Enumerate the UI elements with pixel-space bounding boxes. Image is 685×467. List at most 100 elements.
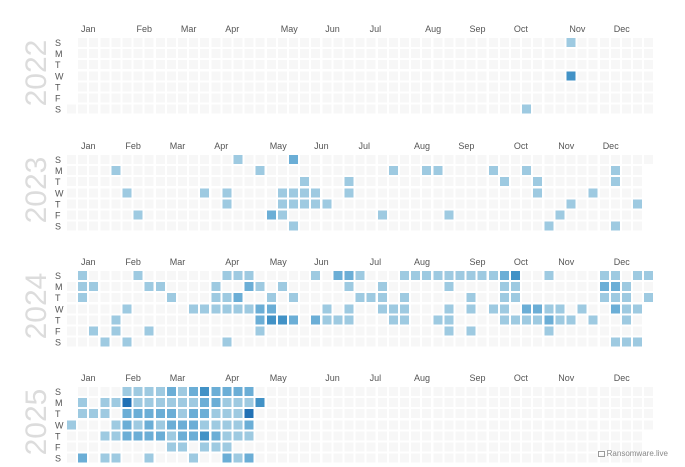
heatmap-cell: [477, 387, 487, 396]
heatmap-cell: [533, 199, 543, 209]
heatmap-cell: [644, 409, 654, 419]
heatmap-cell: [89, 155, 99, 164]
heatmap-cell: [355, 315, 365, 325]
heatmap-cell: [511, 104, 520, 114]
heatmap-cell: [277, 337, 287, 347]
heatmap-cell: [599, 304, 609, 314]
month-label: Dec: [614, 373, 631, 383]
heatmap-cell: [433, 104, 443, 114]
heatmap-cell: [344, 387, 354, 396]
heatmap-cell: [266, 453, 276, 463]
heatmap-cell: [211, 282, 221, 292]
heatmap-cell: [89, 38, 99, 47]
heatmap-cell: [588, 420, 598, 430]
heatmap-cell: [366, 188, 376, 198]
heatmap-cell: [377, 177, 387, 187]
heatmap-cell: [544, 82, 554, 92]
heatmap-cell: [289, 453, 298, 463]
heatmap-cell: [133, 398, 143, 408]
heatmap-cell: [644, 420, 654, 430]
heatmap-cell: [233, 398, 243, 408]
heatmap-cell: [111, 409, 121, 419]
heatmap-cell: [266, 93, 276, 103]
heatmap-cell: [144, 315, 154, 325]
heatmap-cell: [522, 431, 532, 441]
year-label-2024: 2024: [20, 273, 53, 340]
heatmap-cell: [166, 398, 176, 408]
heatmap-cell: [133, 210, 143, 220]
heatmap-cell: [433, 210, 443, 220]
heatmap-cell: [411, 71, 421, 81]
heatmap-cell: [255, 398, 265, 408]
heatmap-cell: [189, 177, 199, 187]
heatmap-cell: [344, 188, 354, 198]
heatmap-cell: [122, 271, 132, 280]
heatmap-cell: [277, 453, 287, 463]
heatmap-cell: [566, 293, 576, 303]
heatmap-cell: [377, 71, 387, 81]
heatmap-cell: [488, 93, 498, 103]
heatmap-cell: [411, 188, 421, 198]
heatmap-cell: [388, 337, 398, 347]
heatmap-cell: [300, 409, 310, 419]
heatmap-cell: [511, 326, 520, 336]
heatmap-cell: [355, 420, 365, 430]
heatmap-cell: [610, 210, 620, 220]
heatmap-cell: [499, 442, 509, 452]
heatmap-cell: [344, 166, 354, 176]
month-label: Mar: [181, 24, 197, 34]
heatmap-cell: [166, 38, 176, 47]
heatmap-cell: [388, 177, 398, 187]
heatmap-cell: [577, 210, 587, 220]
heatmap-cell: [388, 431, 398, 441]
heatmap-cell: [111, 210, 121, 220]
heatmap-cell: [211, 210, 221, 220]
heatmap-cell: [388, 71, 398, 81]
heatmap-cell: [466, 271, 476, 280]
heatmap-cell: [577, 38, 587, 47]
heatmap-cell: [166, 337, 176, 347]
heatmap-cell: [577, 304, 587, 314]
heatmap-cell: [422, 93, 432, 103]
heatmap-cell: [566, 38, 576, 47]
heatmap-cell: [222, 210, 232, 220]
heatmap-cell: [422, 315, 432, 325]
heatmap-cell: [189, 71, 199, 81]
heatmap-cell: [466, 82, 476, 92]
heatmap-cell: [166, 49, 176, 59]
heatmap-cell: [577, 409, 587, 419]
heatmap-cell: [255, 188, 265, 198]
day-label: W: [55, 71, 64, 81]
heatmap-cell: [144, 282, 154, 292]
heatmap-cell: [322, 453, 332, 463]
heatmap-cell: [588, 271, 598, 280]
heatmap-cell: [322, 188, 332, 198]
heatmap-cell: [466, 155, 476, 164]
heatmap-cell: [344, 177, 354, 187]
day-label: T: [55, 409, 61, 419]
heatmap-cell: [499, 453, 509, 463]
heatmap-cell: [233, 60, 243, 70]
month-label: Mar: [170, 141, 186, 151]
heatmap-cell: [233, 177, 243, 187]
heatmap-cell: [189, 337, 199, 347]
heatmap-cell: [255, 326, 265, 336]
heatmap-cell: [455, 177, 465, 187]
heatmap-cell: [355, 398, 365, 408]
heatmap-cell: [189, 387, 199, 396]
heatmap-cell: [633, 155, 643, 164]
heatmap-cell: [555, 453, 565, 463]
heatmap-cell: [622, 104, 631, 114]
heatmap-cell: [577, 60, 587, 70]
heatmap-cell: [577, 104, 587, 114]
heatmap-cell: [466, 282, 476, 292]
heatmap-cell: [644, 387, 654, 396]
heatmap-cell: [189, 431, 199, 441]
heatmap-cell: [599, 104, 609, 114]
heatmap-cell: [577, 442, 587, 452]
heatmap-cell: [155, 315, 165, 325]
heatmap-cell: [300, 271, 310, 280]
heatmap-cell: [300, 93, 310, 103]
heatmap-cell: [67, 104, 76, 114]
heatmap-cell: [200, 199, 210, 209]
